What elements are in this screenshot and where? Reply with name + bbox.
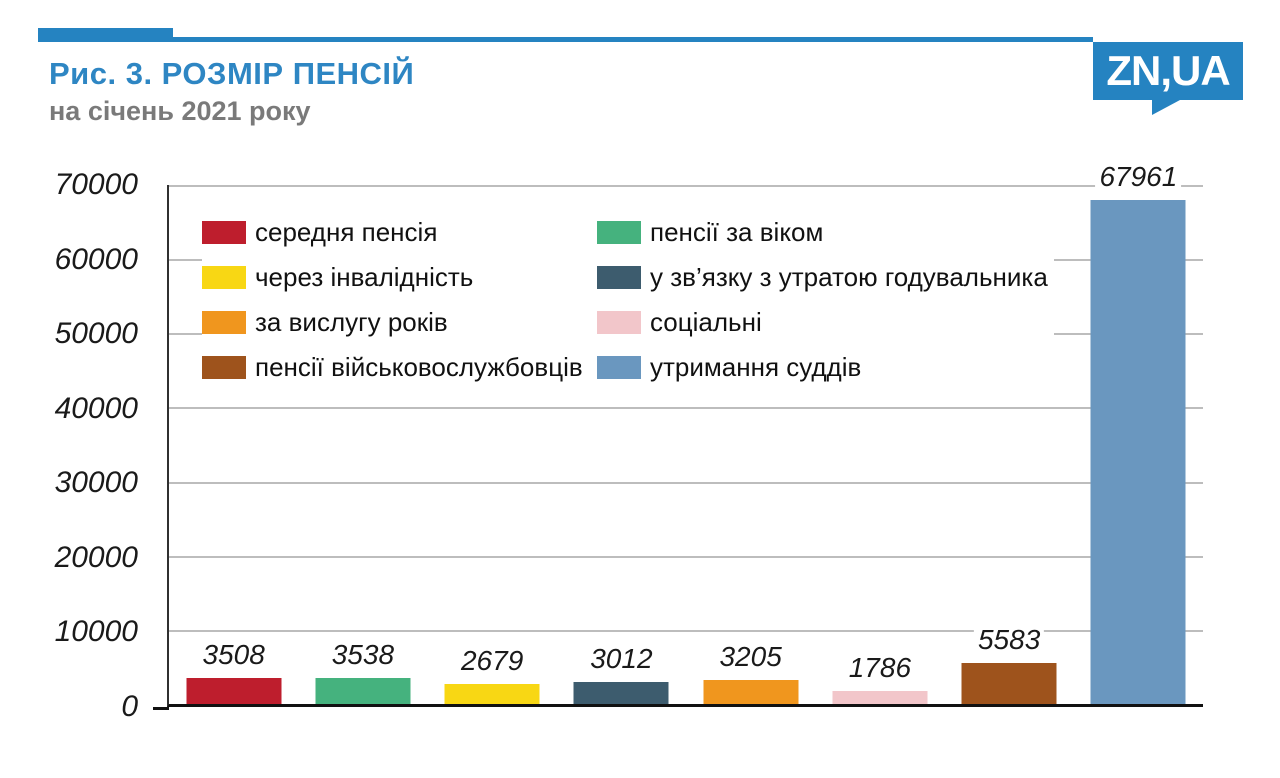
ytick-label-70000: 70000 <box>54 168 138 201</box>
ytick-label-0: 0 <box>121 690 138 723</box>
legend-swatch-icon <box>597 355 641 379</box>
bar-6 <box>832 690 928 704</box>
legend-swatch-icon <box>202 310 246 334</box>
bar-value-label-1: 3508 <box>198 639 269 671</box>
legend-item-3: через інвалідність <box>202 264 597 290</box>
legend-swatch-icon <box>597 265 641 289</box>
ytick-label-40000: 40000 <box>54 391 138 425</box>
legend-label: соціальні <box>650 307 762 337</box>
legend-item-5: за вислугу років <box>202 309 597 335</box>
legend-swatch-icon <box>202 265 246 289</box>
plot-area: середня пенсія пенсії за віком через інвал… <box>167 162 1203 707</box>
gridline-20000 <box>169 555 1203 558</box>
ytick-label-60000: 60000 <box>54 242 138 276</box>
top-accent-line <box>173 37 1093 42</box>
legend-swatch-icon <box>202 220 246 244</box>
bar-7 <box>961 662 1057 704</box>
legend-item-4: у зв’язку з утратою годувальника <box>597 264 1048 290</box>
legend-item-1: середня пенсія <box>202 219 597 245</box>
bar-value-label-6: 1786 <box>844 652 916 684</box>
legend-label: пенсії за віком <box>650 217 824 247</box>
bar-value-label-2: 3538 <box>327 639 399 671</box>
legend-label: у зв’язку з утратою годувальника <box>650 262 1048 292</box>
gridline-10000 <box>169 629 1203 632</box>
legend-item-7: пенсії військовослужбовців <box>202 354 597 380</box>
legend-swatch-icon <box>597 220 641 244</box>
bar-4 <box>573 681 669 704</box>
znua-logo: ZN,UA <box>1093 42 1243 100</box>
bar-value-label-7: 5583 <box>973 624 1045 656</box>
bar-value-label-8: 67961 <box>1095 162 1182 194</box>
bar-8 <box>1090 200 1186 704</box>
legend-swatch-icon <box>202 355 246 379</box>
znua-logo-text: ZN,UA <box>1106 47 1230 94</box>
y-axis-labels: 0 10000 20000 30000 40000 50000 60000 70000 <box>0 168 152 723</box>
ytick-label-30000: 30000 <box>54 466 138 500</box>
bar-3 <box>444 684 540 704</box>
bar-1 <box>186 678 282 704</box>
top-accent-bar <box>38 28 173 42</box>
legend-label: утримання суддів <box>650 352 862 382</box>
legend-label: через інвалідність <box>255 262 474 292</box>
ytick-label-20000: 20000 <box>54 540 138 574</box>
bar-value-label-5: 3205 <box>715 642 786 674</box>
legend-item-6: соціальні <box>597 309 1048 335</box>
gridline-40000 <box>169 407 1203 410</box>
bar-2 <box>315 677 411 704</box>
bar-5 <box>703 680 799 704</box>
gridline-30000 <box>169 481 1203 484</box>
x-axis-stub <box>153 707 169 710</box>
legend-label: пенсії військовослужбовців <box>255 352 583 382</box>
figure-title: Рис. 3. РОЗМІР ПЕНСІЙ <box>49 56 415 91</box>
gridline-70000 <box>169 185 1203 187</box>
legend-label: за вислугу років <box>255 307 448 337</box>
legend: середня пенсія пенсії за віком через інвал… <box>202 219 1054 384</box>
legend-swatch-icon <box>597 310 641 334</box>
legend-item-2: пенсії за віком <box>597 219 1048 245</box>
bar-value-label-4: 3012 <box>586 643 657 675</box>
figure-subtitle: на січень 2021 року <box>49 96 311 126</box>
znua-logo-tail-icon <box>1152 100 1180 115</box>
ytick-label-10000: 10000 <box>54 615 138 649</box>
bar-value-label-3: 2679 <box>456 646 528 678</box>
ytick-label-50000: 50000 <box>54 317 138 351</box>
legend-label: середня пенсія <box>255 217 438 247</box>
legend-item-8: утримання суддів <box>597 354 1048 380</box>
